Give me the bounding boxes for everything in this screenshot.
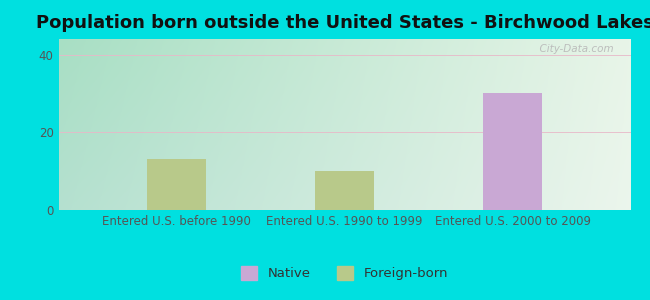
Bar <box>315 171 374 210</box>
Text: City-Data.com: City-Data.com <box>533 44 614 54</box>
Bar <box>484 93 542 210</box>
Legend: Native, Foreign-born: Native, Foreign-born <box>236 261 453 286</box>
Bar <box>147 160 205 210</box>
Title: Population born outside the United States - Birchwood Lakes: Population born outside the United State… <box>36 14 650 32</box>
